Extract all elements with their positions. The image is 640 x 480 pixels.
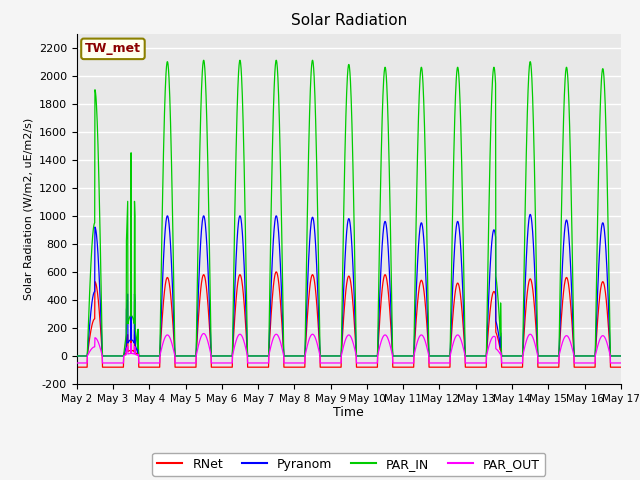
Pyranom <box>507 353 515 359</box>
RNet <box>272 269 280 275</box>
Y-axis label: Solar Radiation (W/m2, uE/m2/s): Solar Radiation (W/m2, uE/m2/s) <box>23 118 33 300</box>
Pyranom <box>376 283 384 288</box>
X-axis label: Time: Time <box>333 407 364 420</box>
PAR_OUT <box>200 331 207 336</box>
Pyranom <box>584 353 592 359</box>
PAR_OUT <box>507 360 515 366</box>
Pyranom <box>365 353 372 359</box>
RNet <box>569 335 577 340</box>
PAR_OUT <box>569 348 577 354</box>
PAR_IN <box>376 189 384 195</box>
Pyranom <box>225 353 232 359</box>
PAR_OUT <box>73 360 81 366</box>
Text: TW_met: TW_met <box>85 42 141 55</box>
PAR_OUT <box>584 360 592 366</box>
RNet <box>225 364 232 370</box>
PAR_IN <box>73 353 81 359</box>
Pyranom <box>526 212 534 217</box>
Legend: RNet, Pyranom, PAR_IN, PAR_OUT: RNet, Pyranom, PAR_IN, PAR_OUT <box>152 453 545 476</box>
PAR_OUT <box>225 360 232 366</box>
RNet <box>376 307 384 313</box>
PAR_IN <box>584 353 592 359</box>
PAR_IN <box>200 58 207 63</box>
Line: PAR_OUT: PAR_OUT <box>77 334 621 363</box>
PAR_IN <box>365 353 372 359</box>
RNet <box>617 364 625 370</box>
PAR_OUT <box>365 360 372 366</box>
PAR_IN <box>617 353 625 359</box>
Pyranom <box>73 353 81 359</box>
Title: Solar Radiation: Solar Radiation <box>291 13 407 28</box>
Line: RNet: RNet <box>77 272 621 367</box>
PAR_OUT <box>617 360 625 366</box>
PAR_IN <box>225 353 232 359</box>
PAR_IN <box>507 353 515 359</box>
PAR_OUT <box>376 341 384 347</box>
Line: PAR_IN: PAR_IN <box>77 60 621 356</box>
Line: Pyranom: Pyranom <box>77 215 621 356</box>
Pyranom <box>569 321 577 327</box>
RNet <box>73 364 81 370</box>
PAR_IN <box>569 285 577 291</box>
RNet <box>365 364 372 370</box>
Pyranom <box>617 353 625 359</box>
RNet <box>507 364 515 370</box>
RNet <box>584 364 592 370</box>
